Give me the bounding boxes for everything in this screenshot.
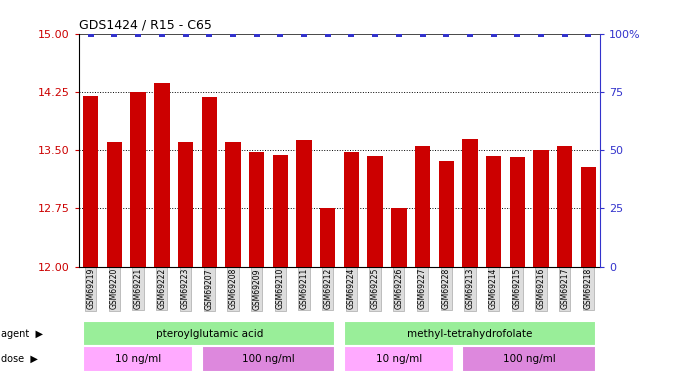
Bar: [510, 157, 525, 267]
Bar: [83, 96, 99, 267]
Point: [559, 31, 570, 37]
Bar: [202, 97, 217, 267]
Point: [583, 31, 594, 37]
Point: [464, 31, 475, 37]
Text: 100 ng/ml: 100 ng/ml: [503, 354, 556, 364]
Point: [346, 31, 357, 37]
Point: [440, 31, 451, 37]
Bar: [249, 152, 264, 267]
Text: agent  ▶: agent ▶: [1, 328, 43, 339]
Point: [132, 31, 143, 37]
Point: [109, 31, 120, 37]
Bar: [368, 156, 383, 267]
Text: 100 ng/ml: 100 ng/ml: [242, 354, 295, 364]
Text: 10 ng/ml: 10 ng/ml: [376, 354, 422, 364]
Bar: [415, 146, 430, 267]
Point: [322, 31, 333, 37]
Point: [488, 31, 499, 37]
Text: GDS1424 / R15 - C65: GDS1424 / R15 - C65: [79, 19, 212, 32]
Bar: [130, 92, 146, 267]
Text: 10 ng/ml: 10 ng/ml: [115, 354, 161, 364]
Text: pteroylglutamic acid: pteroylglutamic acid: [156, 328, 263, 339]
Point: [228, 31, 239, 37]
Point: [180, 31, 191, 37]
Point: [370, 31, 381, 37]
Point: [393, 31, 404, 37]
Bar: [557, 146, 572, 267]
Bar: [581, 167, 596, 267]
Bar: [178, 142, 193, 267]
Point: [251, 31, 262, 37]
Bar: [320, 209, 335, 267]
Point: [512, 31, 523, 37]
Bar: [296, 140, 311, 267]
Bar: [391, 209, 407, 267]
Text: methyl-tetrahydrofolate: methyl-tetrahydrofolate: [407, 328, 532, 339]
Bar: [107, 142, 122, 267]
Point: [204, 31, 215, 37]
Point: [536, 31, 547, 37]
Bar: [344, 152, 359, 267]
Point: [156, 31, 167, 37]
Bar: [225, 142, 241, 267]
Bar: [462, 138, 477, 267]
Bar: [272, 155, 288, 267]
Text: dose  ▶: dose ▶: [1, 354, 38, 364]
Point: [85, 31, 96, 37]
Bar: [154, 82, 169, 267]
Bar: [438, 161, 454, 267]
Bar: [533, 150, 549, 267]
Point: [417, 31, 428, 37]
Point: [298, 31, 309, 37]
Point: [275, 31, 286, 37]
Bar: [486, 156, 501, 267]
